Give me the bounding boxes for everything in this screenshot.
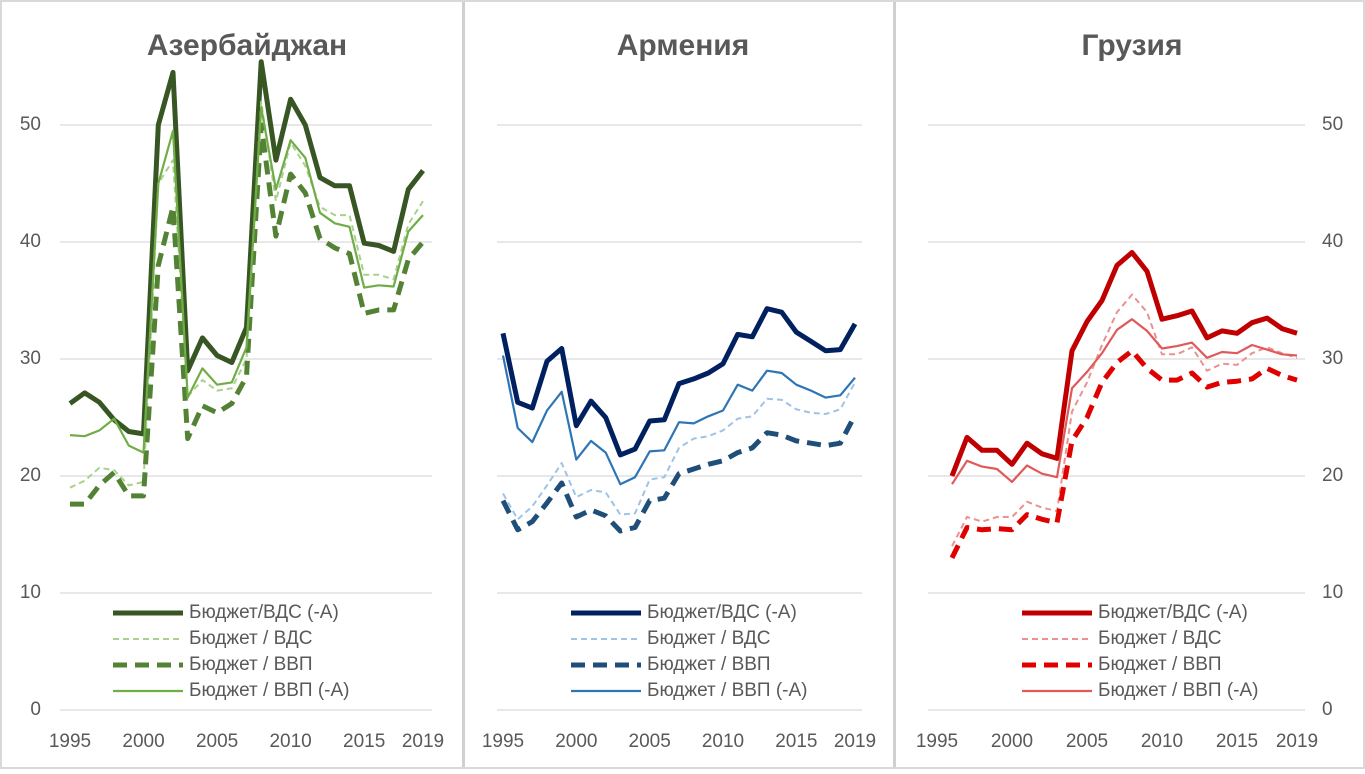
- legend-label: Бюджет/ВДС (-А): [189, 602, 339, 623]
- series-line: [68, 59, 425, 437]
- y-tick-label: 10: [20, 582, 41, 603]
- series-line: [500, 306, 858, 458]
- x-tick-label: 2005: [629, 731, 671, 752]
- x-tick-label: 2015: [1216, 731, 1258, 752]
- legend-label: Бюджет / ВВП: [1098, 654, 1222, 675]
- y-tick-label: 30: [1322, 348, 1343, 369]
- y-tick-label: 50: [1322, 114, 1343, 135]
- y-tick-label: 0: [1322, 699, 1333, 720]
- y-tick-label: 20: [20, 465, 41, 486]
- y-tick-label: 10: [1322, 582, 1343, 603]
- legend-label: Бюджет / ВВП: [189, 654, 313, 675]
- legend-label: Бюджет/ВДС (-А): [1098, 602, 1248, 623]
- series-line: [949, 348, 1298, 560]
- series-line: [502, 381, 856, 521]
- y-tick-label: 0: [30, 699, 41, 720]
- x-tick-label: 2010: [1141, 731, 1183, 752]
- x-tick-label: 2005: [196, 731, 238, 752]
- legend-label: Бюджет / ВДС: [647, 628, 770, 649]
- x-tick-label: 2019: [1276, 731, 1318, 752]
- legend-label: Бюджет/ВДС (-А): [647, 602, 797, 623]
- x-tick-label: 2010: [269, 731, 311, 752]
- legend-box: [565, 598, 856, 704]
- y-tick-label: 20: [1322, 465, 1343, 486]
- y-tick-label: 40: [1322, 231, 1343, 252]
- y-tick-label: 50: [20, 114, 41, 135]
- chart-title: Грузия: [1082, 29, 1183, 62]
- series-line: [500, 414, 858, 534]
- legend-box: [1016, 598, 1299, 704]
- y-tick-label: 40: [20, 231, 41, 252]
- legend-label: Бюджет / ВДС: [1098, 628, 1221, 649]
- x-tick-label: 2015: [775, 731, 817, 752]
- x-tick-label: 2019: [402, 731, 444, 752]
- x-tick-label: 2005: [1066, 731, 1108, 752]
- x-tick-label: 2000: [555, 731, 597, 752]
- x-tick-label: 1995: [49, 731, 91, 752]
- legend-label: Бюджет / ВВП (-А): [647, 680, 808, 701]
- y-tick-label: 30: [20, 348, 41, 369]
- series-line: [949, 250, 1298, 477]
- series-line: [951, 318, 1298, 485]
- x-tick-label: 1995: [482, 731, 524, 752]
- x-tick-label: 1995: [916, 731, 958, 752]
- series-line: [951, 293, 1298, 547]
- x-tick-label: 2010: [702, 731, 744, 752]
- x-tick-label: 2015: [343, 731, 385, 752]
- legend-label: Бюджет / ВВП (-А): [1098, 680, 1259, 701]
- legend-label: Бюджет / ВДС: [189, 628, 312, 649]
- x-tick-label: 2000: [991, 731, 1033, 752]
- legend-label: Бюджет / ВВП (-А): [189, 680, 350, 701]
- x-tick-label: 2000: [122, 731, 164, 752]
- series-line: [69, 100, 424, 489]
- legend-label: Бюджет / ВВП: [647, 654, 771, 675]
- legend-box: [107, 598, 426, 704]
- chart-title: Армения: [617, 29, 750, 62]
- x-tick-label: 2019: [834, 731, 876, 752]
- series-line: [69, 106, 424, 454]
- series-line: [501, 355, 856, 486]
- chart-title: Азербайджан: [147, 29, 347, 62]
